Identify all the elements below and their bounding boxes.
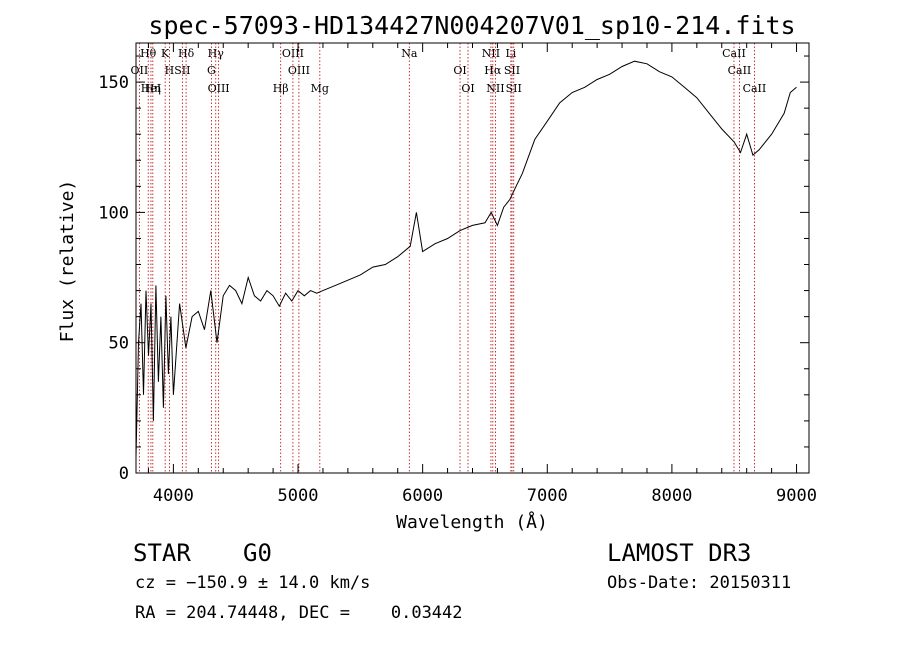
spectral-line-label: OI [461,82,474,95]
redshift-cz: cz = −150.9 ± 14.0 km/s [135,573,371,593]
x-tick-label: 9000 [776,486,817,506]
x-tick-label: 5000 [278,486,319,506]
spectral-line-label: SII [504,64,520,77]
spectral-line-label: K [161,47,170,60]
y-tick-label: 150 [98,73,129,93]
spectral-line-label: CaII [722,47,746,60]
x-tick-label: 8000 [651,486,692,506]
spectral-line-label: NII [486,82,504,95]
spectral-line-label: OIII [208,82,230,95]
coordinates: RA = 204.74448, DEC = 0.03442 [135,603,463,623]
spectral-line-label: HeI [141,82,161,95]
spectrum-line [135,60,797,458]
y-tick-label: 0 [119,464,129,484]
spectral-line-label: Hα [484,64,502,77]
spectral-line-label: OII [131,64,149,77]
spectral-line-label: Hδ [178,47,195,60]
spectral-line-label: Hβ [273,82,289,95]
y-tick-label: 100 [98,203,129,223]
spectral-line-label: NII [482,47,500,60]
spectral-line-label: Li [505,47,516,60]
spectral-line-label: OIII [288,64,310,77]
plot-frame [135,42,810,474]
x-tick-label: 4000 [153,486,194,506]
chart-title: spec-57093-HD134427N004207V01_sp10-214.f… [148,11,795,40]
spectral-line-label: CaII [728,64,752,77]
spectral-line-label: SII [506,82,522,95]
y-axis-label: Flux (relative) [57,180,78,343]
subclass: G0 [243,539,272,567]
y-tick-label: 50 [109,334,129,354]
spectral-line-label: Hη [145,82,161,95]
spectral-line-label: Hγ [208,47,225,60]
x-tick-label: 7000 [527,486,568,506]
spectral-line-label: OI [453,64,466,77]
spectral-line-label: SII [174,64,190,77]
object-type: STAR [133,539,191,567]
spectral-line-label: H [165,64,175,77]
spectral-line-label: Mg [311,82,329,95]
x-tick-label: 6000 [402,486,443,506]
spectral-line-label: Na [401,47,418,60]
spectral-line-label: Hθ [140,47,157,60]
x-axis-label: Wavelength (Å) [396,511,548,533]
spectral-line-label: OIII [282,47,304,60]
obs-date: Obs-Date: 20150311 [607,573,792,593]
spectral-line-label: CaII [743,82,767,95]
survey: LAMOST DR3 [607,539,752,567]
spectral-line-label: G [207,64,216,77]
